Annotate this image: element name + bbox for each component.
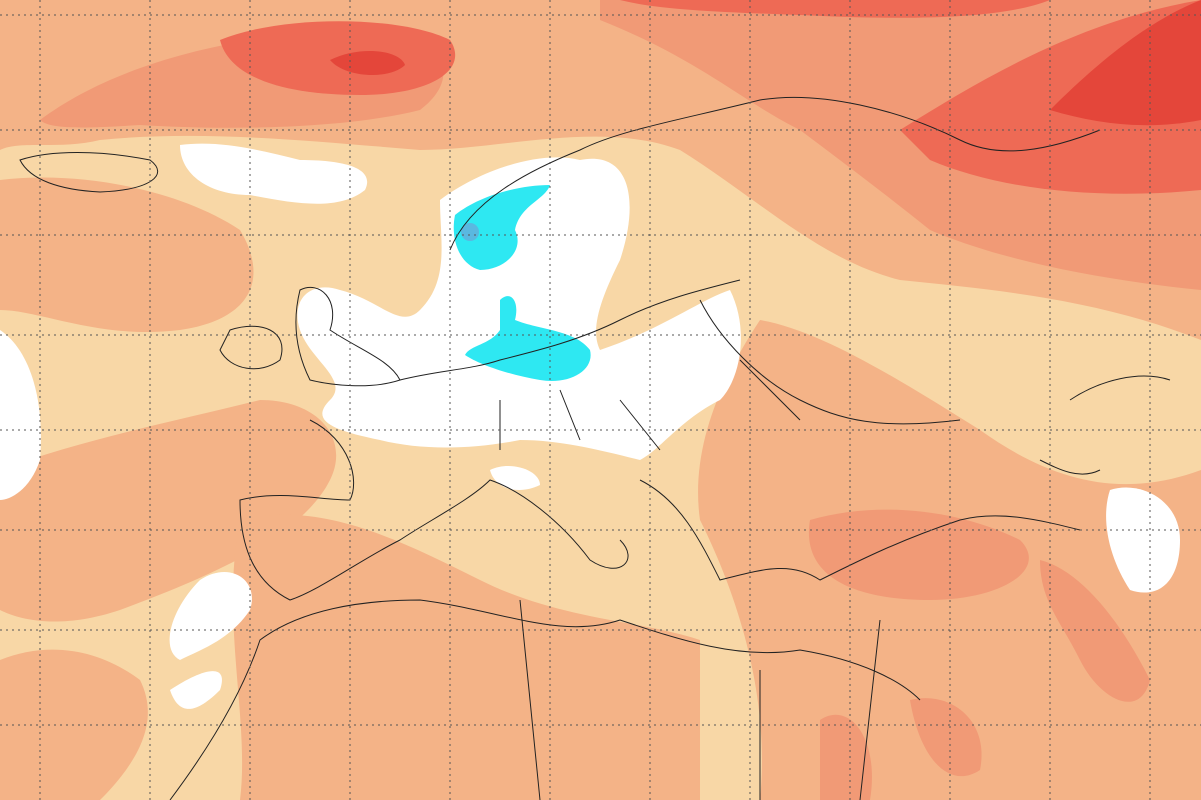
anomaly-blue [461, 223, 479, 241]
anomaly-cyan [453, 185, 591, 381]
anomaly-neutral [0, 143, 1180, 709]
anomaly-deep-red [330, 0, 1201, 126]
coastlines [19, 96, 1171, 800]
